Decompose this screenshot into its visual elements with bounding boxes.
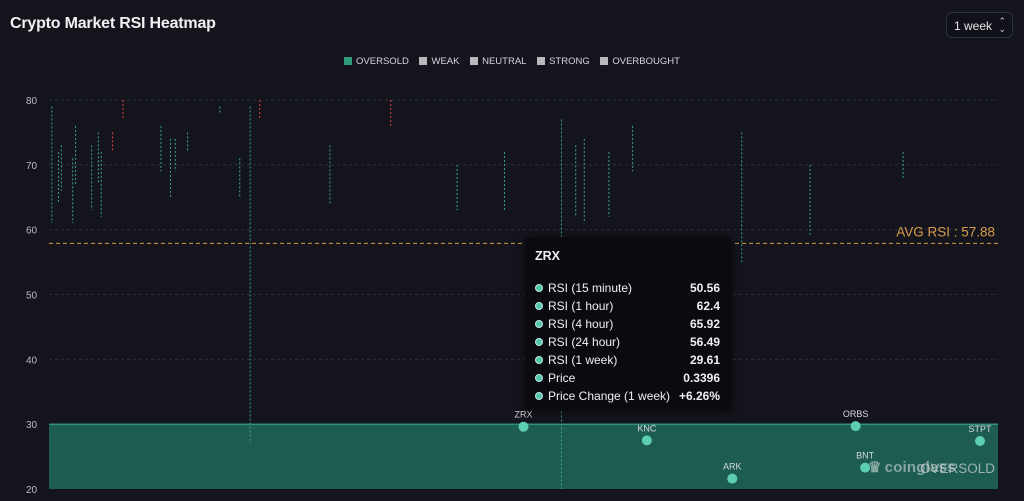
point-label: STPT xyxy=(968,424,992,434)
dot-icon xyxy=(535,356,543,364)
oversold-zone xyxy=(49,424,998,489)
dot-icon xyxy=(535,374,543,382)
legend-label: WEAK xyxy=(431,56,460,67)
tooltip-label: RSI (1 week) xyxy=(548,353,618,367)
legend-item-weak[interactable]: WEAK xyxy=(419,56,459,67)
y-tick-label: 80 xyxy=(26,96,38,107)
dot-icon xyxy=(535,392,543,400)
dot-icon xyxy=(535,320,543,328)
legend-swatch xyxy=(419,57,428,65)
avg-rsi-label: AVG RSI : 57.88 xyxy=(896,224,995,239)
tooltip-value: 29.61 xyxy=(689,353,720,367)
tooltip-value: 0.3396 xyxy=(683,371,720,385)
page-title: Crypto Market RSI Heatmap xyxy=(10,15,216,32)
tooltip-row: RSI (24 hour) 56.49 xyxy=(535,333,720,351)
tooltip: ZRX RSI (15 minute) 50.56 RSI (1 hour) 62.… xyxy=(525,237,732,410)
legend-item-overbought[interactable]: OVERBOUGHT xyxy=(600,56,680,67)
point-label: BNT xyxy=(856,451,875,461)
legend-swatch xyxy=(600,57,609,65)
tooltip-value: 62.4 xyxy=(696,299,720,313)
period-select-value: 1 week xyxy=(954,19,993,33)
dot-icon xyxy=(535,338,543,346)
legend-swatch xyxy=(344,57,353,65)
legend-swatch xyxy=(537,57,546,65)
tooltip-row: Price 0.3396 xyxy=(535,369,720,387)
watermark-text: coinglass xyxy=(884,459,956,476)
point-label: ZRX xyxy=(515,410,533,420)
tooltip-value: 56.49 xyxy=(689,335,720,349)
legend-item-oversold[interactable]: OVERSOLD xyxy=(344,56,409,67)
data-point xyxy=(641,435,652,446)
y-tick-label: 40 xyxy=(26,355,38,366)
tooltip-row: Price Change (1 week) +6.26% xyxy=(535,387,720,405)
data-point xyxy=(975,436,985,447)
data-point xyxy=(727,473,738,484)
tooltip-row: RSI (4 hour) 65.92 xyxy=(535,315,720,333)
legend-item-strong[interactable]: STRONG xyxy=(537,56,590,67)
legend-label: STRONG xyxy=(549,56,590,67)
legend-label: OVERSOLD xyxy=(356,56,409,67)
tooltip-row: RSI (1 hour) 62.4 xyxy=(535,297,720,315)
tooltip-value: +6.26% xyxy=(678,389,720,403)
dot-icon xyxy=(535,284,543,292)
tooltip-row: RSI (1 week) 29.61 xyxy=(535,351,720,369)
tooltip-title: ZRX xyxy=(535,249,560,263)
tooltip-label: RSI (15 minute) xyxy=(548,281,633,295)
y-tick-label: 20 xyxy=(26,485,38,496)
legend-item-neutral[interactable]: NEUTRAL xyxy=(470,56,526,67)
data-point xyxy=(850,421,861,432)
y-tick-label: 70 xyxy=(26,161,38,172)
oversold-zone-label: OVERSOLD xyxy=(920,461,995,476)
coinglass-logo-icon: ♛ xyxy=(868,459,882,476)
legend: OVERSOLD WEAK NEUTRAL STRONG OVERBOUGHT xyxy=(0,56,1024,67)
y-tick-label: 50 xyxy=(26,291,38,302)
legend-swatch xyxy=(470,57,479,65)
dot-icon xyxy=(535,302,543,310)
tooltip-value: 65.92 xyxy=(689,317,720,331)
tooltip-label: Price xyxy=(548,371,576,385)
point-label: ARK xyxy=(723,462,742,472)
y-tick-label: 60 xyxy=(26,226,38,237)
tooltip-label: RSI (1 hour) xyxy=(548,299,614,313)
legend-label: OVERBOUGHT xyxy=(612,56,680,67)
tooltip-label: Price Change (1 week) xyxy=(548,389,671,403)
tooltip-row: RSI (15 minute) 50.56 xyxy=(535,279,720,297)
chevron-up-down-icon: ⌃ ⌄ xyxy=(998,16,1006,34)
watermark: ♛ coinglass xyxy=(868,458,956,476)
tooltip-label: RSI (24 hour) xyxy=(548,335,621,349)
period-select[interactable]: 1 week ⌃ ⌄ xyxy=(946,12,1013,38)
point-label: KNC xyxy=(637,423,657,433)
data-point xyxy=(518,421,529,432)
tooltip-label: RSI (4 hour) xyxy=(548,317,614,331)
data-point xyxy=(860,462,871,473)
point-label: ORBS xyxy=(843,409,869,419)
legend-label: NEUTRAL xyxy=(482,56,527,67)
y-tick-label: 30 xyxy=(26,420,38,431)
tooltip-value: 50.56 xyxy=(689,281,720,295)
